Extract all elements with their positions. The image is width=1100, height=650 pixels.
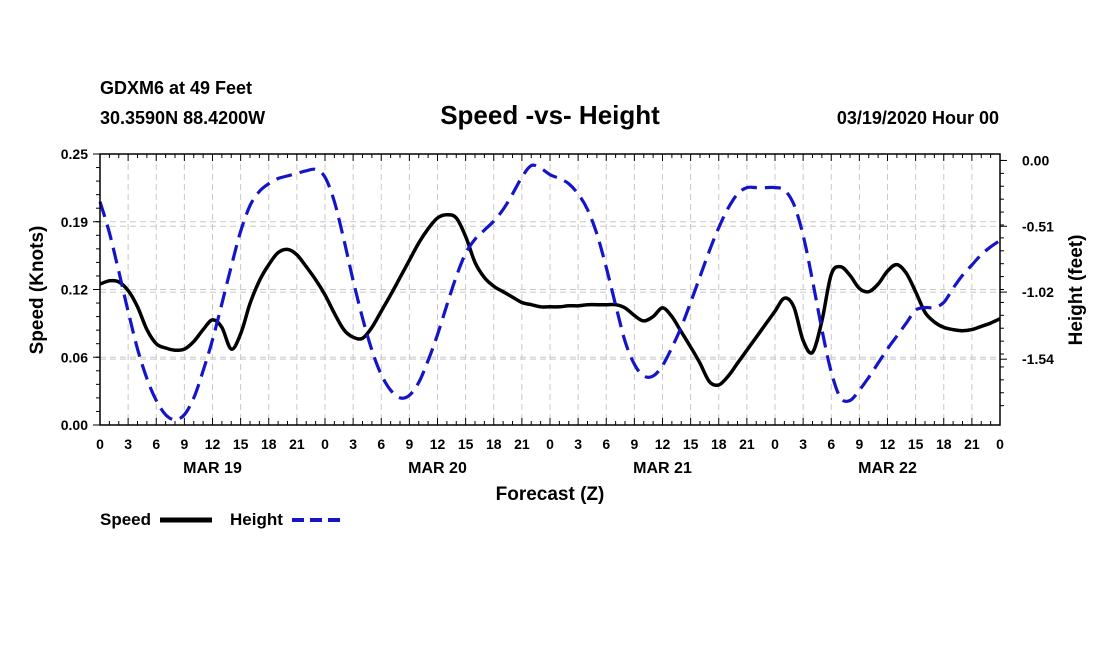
y-tick-label-right: -1.02 — [1022, 284, 1054, 300]
x-tick-label: 12 — [880, 436, 896, 452]
station-label: GDXM6 at 49 Feet — [100, 78, 252, 98]
series-lines — [98, 163, 1001, 422]
date-label: MAR 22 — [858, 460, 917, 477]
x-tick-label: 3 — [799, 436, 807, 452]
y-tick-label-left: 0.19 — [61, 214, 88, 230]
tick-labels: 0 3 6 9 12 15 18 21 0 3 6 9 12 15 18 21 0 3 6 9 12 15 18 21 0 3 6 9… — [61, 146, 1054, 477]
x-tick-label: 6 — [827, 436, 835, 452]
x-tick-label: 21 — [514, 436, 530, 452]
speed-series-line — [99, 212, 1001, 388]
x-tick-label: 9 — [630, 436, 638, 452]
plot-frame — [99, 153, 1001, 426]
x-tick-label: 0 — [546, 436, 554, 452]
x-tick-label: 21 — [739, 436, 755, 452]
forecast-datetime: 03/19/2020 Hour 00 — [837, 108, 999, 128]
date-label: MAR 20 — [408, 460, 467, 477]
y-tick-label-right: 0.00 — [1022, 152, 1049, 168]
y-axis-right-label: Height (feet) — [1066, 235, 1087, 346]
y-tick-label-right: -0.51 — [1022, 218, 1054, 234]
x-tick-label: 18 — [711, 436, 727, 452]
x-tick-label: 15 — [908, 436, 924, 452]
x-tick-label: 9 — [855, 436, 863, 452]
y-tick-label-left: 0.25 — [61, 146, 88, 162]
y-tick-label-left: 0.00 — [61, 417, 88, 433]
x-tick-label: 18 — [261, 436, 277, 452]
legend-height-label: Height — [230, 510, 283, 529]
legend: Speed Height — [100, 510, 342, 529]
x-tick-label: 15 — [233, 436, 249, 452]
x-tick-label: 21 — [964, 436, 980, 452]
x-tick-label: 0 — [996, 436, 1004, 452]
x-tick-label: 18 — [486, 436, 502, 452]
coordinates-label: 30.3590N 88.4200W — [100, 108, 265, 128]
x-tick-label: 3 — [574, 436, 582, 452]
chart-title: Speed -vs- Height — [440, 100, 660, 130]
x-tick-label: 0 — [96, 436, 104, 452]
x-tick-label: 21 — [289, 436, 305, 452]
x-tick-label: 6 — [602, 436, 610, 452]
x-tick-label: 9 — [405, 436, 413, 452]
x-tick-label: 12 — [430, 436, 446, 452]
date-label: MAR 19 — [183, 460, 242, 477]
x-tick-label: 0 — [321, 436, 329, 452]
x-tick-label: 9 — [180, 436, 188, 452]
x-tick-label: 15 — [683, 436, 699, 452]
x-tick-label: 6 — [152, 436, 160, 452]
height-series-line — [98, 163, 1001, 422]
date-label: MAR 21 — [633, 460, 692, 477]
x-tick-label: 3 — [349, 436, 357, 452]
y-tick-label-right: -1.54 — [1022, 351, 1054, 367]
x-tick-label: 12 — [205, 436, 221, 452]
y-tick-label-left: 0.06 — [61, 349, 88, 365]
x-tick-label: 12 — [655, 436, 671, 452]
x-tick-label: 0 — [771, 436, 779, 452]
x-tick-label: 15 — [458, 436, 474, 452]
legend-speed-label: Speed — [100, 510, 151, 529]
x-tick-label: 6 — [377, 436, 385, 452]
y-tick-label-left: 0.12 — [61, 282, 88, 298]
grid — [100, 154, 1000, 425]
x-axis-label: Forecast (Z) — [496, 484, 605, 505]
y-axis-left-label: Speed (Knots) — [27, 226, 48, 355]
x-tick-label: 3 — [124, 436, 132, 452]
x-tick-label: 18 — [936, 436, 952, 452]
